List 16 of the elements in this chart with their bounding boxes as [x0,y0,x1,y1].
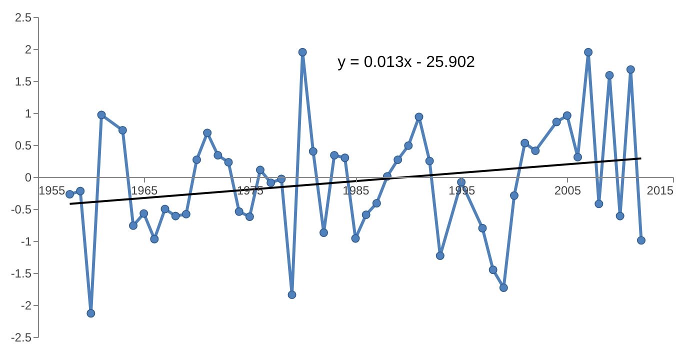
x-tick-label: 1965 [130,184,158,198]
y-tick-label: 0 [24,170,32,184]
y-tick-label: -0.5 [10,202,32,216]
y-tick-label: -2.5 [10,330,32,344]
x-tick-label: 2005 [554,184,582,198]
annotation: y = 0.013x - 25.902 [338,54,476,71]
y-tick-label: -2 [20,298,32,312]
y-tick-label: 2 [24,42,32,56]
x-tick-label: 1955 [38,184,66,198]
y-tick-label: 0.5 [14,138,32,152]
y-tick-label: 1.5 [14,74,32,88]
y-tick-label: -1 [20,234,32,248]
y-tick-label: 2.5 [14,10,32,24]
x-tick-label: 2015 [646,184,674,198]
y-tick-label: -1.5 [10,266,32,280]
y-tick-label: 1 [24,106,32,120]
